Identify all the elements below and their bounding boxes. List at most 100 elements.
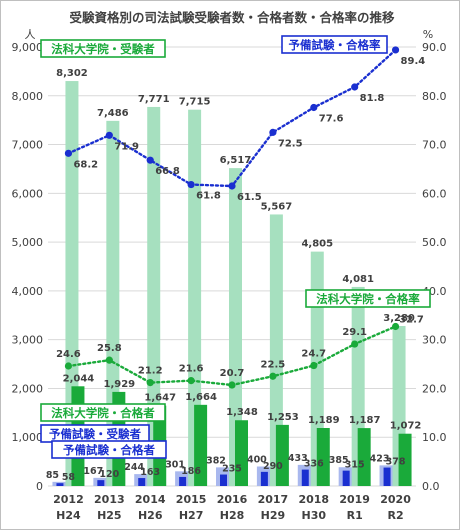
y-left-tick-label: 6,000	[12, 187, 44, 200]
bar-予備試験・合格者	[56, 483, 64, 486]
bar-label-law-school-examinees: 7,771	[138, 94, 170, 105]
x-tick-label-era: H27	[179, 509, 204, 522]
bar-label-law-school-examinees: 4,805	[301, 239, 333, 250]
bar-label-law-school-examinees: 3,280	[383, 313, 415, 324]
bar-label-preliminary-examinees: 382	[206, 455, 226, 466]
point-法科大学院・合格率	[351, 340, 359, 348]
bar-法科大学院・受験者	[269, 214, 283, 487]
bar-label-preliminary-examinees: 400	[247, 454, 267, 465]
bar-label-law-school-passers: 1,253	[267, 412, 299, 423]
bar-label-law-school-examinees: 8,302	[56, 68, 88, 79]
x-tick-label-era: H29	[261, 509, 286, 522]
bar-予備試験・合格者	[383, 467, 391, 486]
legend-law-school-passers-label: 法科大学院・合格者	[51, 406, 155, 420]
rate-label-preliminary: 66.8	[155, 166, 180, 177]
rate-label-law-school: 22.5	[261, 359, 286, 370]
bar-label-preliminary-passers: 120	[99, 469, 119, 480]
bar-法科大学院・合格者	[357, 428, 371, 486]
bar-label-law-school-passers: 1,929	[104, 379, 136, 390]
legend-preliminary-rate-box	[281, 35, 388, 54]
bar-label-preliminary-passers: 58	[62, 472, 76, 483]
x-tick-label-era: H28	[220, 509, 245, 522]
x-tick-label-year: 2012	[53, 493, 84, 506]
x-tick-label-era: R2	[387, 509, 403, 522]
bar-label-preliminary-examinees: 423	[370, 453, 390, 464]
y-left-tick-label: 4,000	[12, 285, 44, 298]
x-tick-label-year: 2014	[135, 493, 166, 506]
bar-予備試験・合格者	[301, 469, 309, 486]
y-right-tick-label: 90.0	[422, 41, 447, 54]
bar-label-preliminary-examinees: 301	[165, 459, 185, 470]
x-tick-label-era: R1	[347, 509, 363, 522]
rate-label-law-school: 29.1	[342, 327, 367, 338]
point-法科大学院・合格率	[64, 362, 73, 370]
bar-予備試験・合格者	[179, 476, 187, 486]
rate-label-law-school: 25.8	[97, 343, 122, 354]
bar-label-preliminary-passers: 186	[181, 466, 201, 477]
point-予備試験・合格率	[187, 180, 195, 189]
y-left-unit: 人	[25, 28, 36, 41]
y-right-tick-label: 70.0	[422, 139, 447, 152]
y-left-tick-label: 9,000	[12, 41, 44, 54]
bar-label-preliminary-passers: 378	[386, 457, 406, 468]
bar-予備試験・合格者	[342, 470, 350, 486]
y-left-tick-label: 3,000	[12, 334, 44, 347]
bar-label-law-school-examinees: 5,567	[261, 201, 293, 212]
bar-法科大学院・受験者	[229, 168, 242, 486]
legend-law-school-passers-box	[40, 403, 166, 422]
x-tick-label-year: 2018	[298, 493, 329, 506]
x-tick-label-era: H24	[56, 509, 81, 522]
point-法科大学院・合格率	[310, 361, 318, 370]
bar-label-preliminary-examinees: 385	[329, 455, 349, 466]
point-予備試験・合格率	[64, 149, 73, 157]
bar-label-law-school-examinees: 4,081	[342, 274, 374, 285]
bar-label-preliminary-examinees: 433	[288, 453, 308, 464]
y-left-tick-label: 8,000	[12, 90, 44, 103]
legend-law-school-examinees-box	[40, 39, 166, 58]
bar-法科大学院・合格者	[235, 420, 248, 486]
rate-label-preliminary: 89.4	[401, 56, 426, 67]
bar-法科大学院・合格者	[316, 428, 330, 486]
rate-label-law-school: 21.6	[179, 364, 204, 375]
rate-label-law-school: 21.2	[138, 366, 163, 377]
bar-label-preliminary-examinees: 85	[46, 470, 59, 481]
rate-label-law-school: 24.7	[301, 349, 326, 360]
rate-label-preliminary: 68.2	[73, 159, 98, 170]
point-予備試験・合格率	[310, 103, 318, 112]
bar-label-law-school-examinees: 7,486	[97, 108, 129, 119]
rate-label-preliminary: 81.8	[360, 93, 385, 104]
y-right-tick-label: 50.0	[422, 236, 447, 249]
point-予備試験・合格率	[146, 156, 154, 164]
x-tick-label-era: H25	[97, 509, 122, 522]
chart-title: 受験資格別の司法試験受験者数・合格者数・合格率の推移	[69, 10, 395, 25]
x-tick-label-era: H30	[302, 509, 327, 522]
bar-法科大学院・受験者	[65, 81, 79, 487]
y-left-tick-label: 0	[36, 480, 43, 493]
y-right-tick-label: 60.0	[422, 187, 447, 200]
rate-label-law-school: 20.7	[220, 368, 245, 379]
y-right-tick-label: 10.0	[422, 431, 447, 444]
y-right-tick-label: 30.0	[422, 334, 447, 347]
x-tick-label-year: 2017	[258, 493, 289, 506]
x-tick-label-era: H26	[138, 509, 163, 522]
line-layer	[64, 46, 400, 389]
point-法科大学院・合格率	[187, 377, 195, 385]
bar-label-law-school-passers: 1,647	[144, 393, 176, 404]
rate-label-law-school: 24.6	[56, 349, 81, 360]
point-予備試験・合格率	[105, 131, 113, 139]
bar-label-law-school-passers: 1,072	[390, 421, 422, 432]
legend-preliminary-passers-box	[51, 440, 167, 459]
bar-法科大学院・受験者	[310, 251, 324, 486]
point-予備試験・合格率	[228, 182, 236, 190]
point-予備試験・合格率	[269, 128, 277, 136]
y-left-tick-label: 2,000	[12, 382, 44, 395]
bar-予備試験・合格者	[97, 480, 105, 486]
point-法科大学院・合格率	[269, 372, 277, 380]
bar-予備試験・合格者	[220, 474, 227, 486]
bar-label-law-school-passers: 1,187	[349, 415, 381, 426]
legend-layer: 法科大学院・受験者 予備試験・合格率法科大学院・合格率法科大学院・合格者予備試験・…	[40, 35, 431, 459]
x-tick-label-year: 2015	[176, 493, 207, 506]
